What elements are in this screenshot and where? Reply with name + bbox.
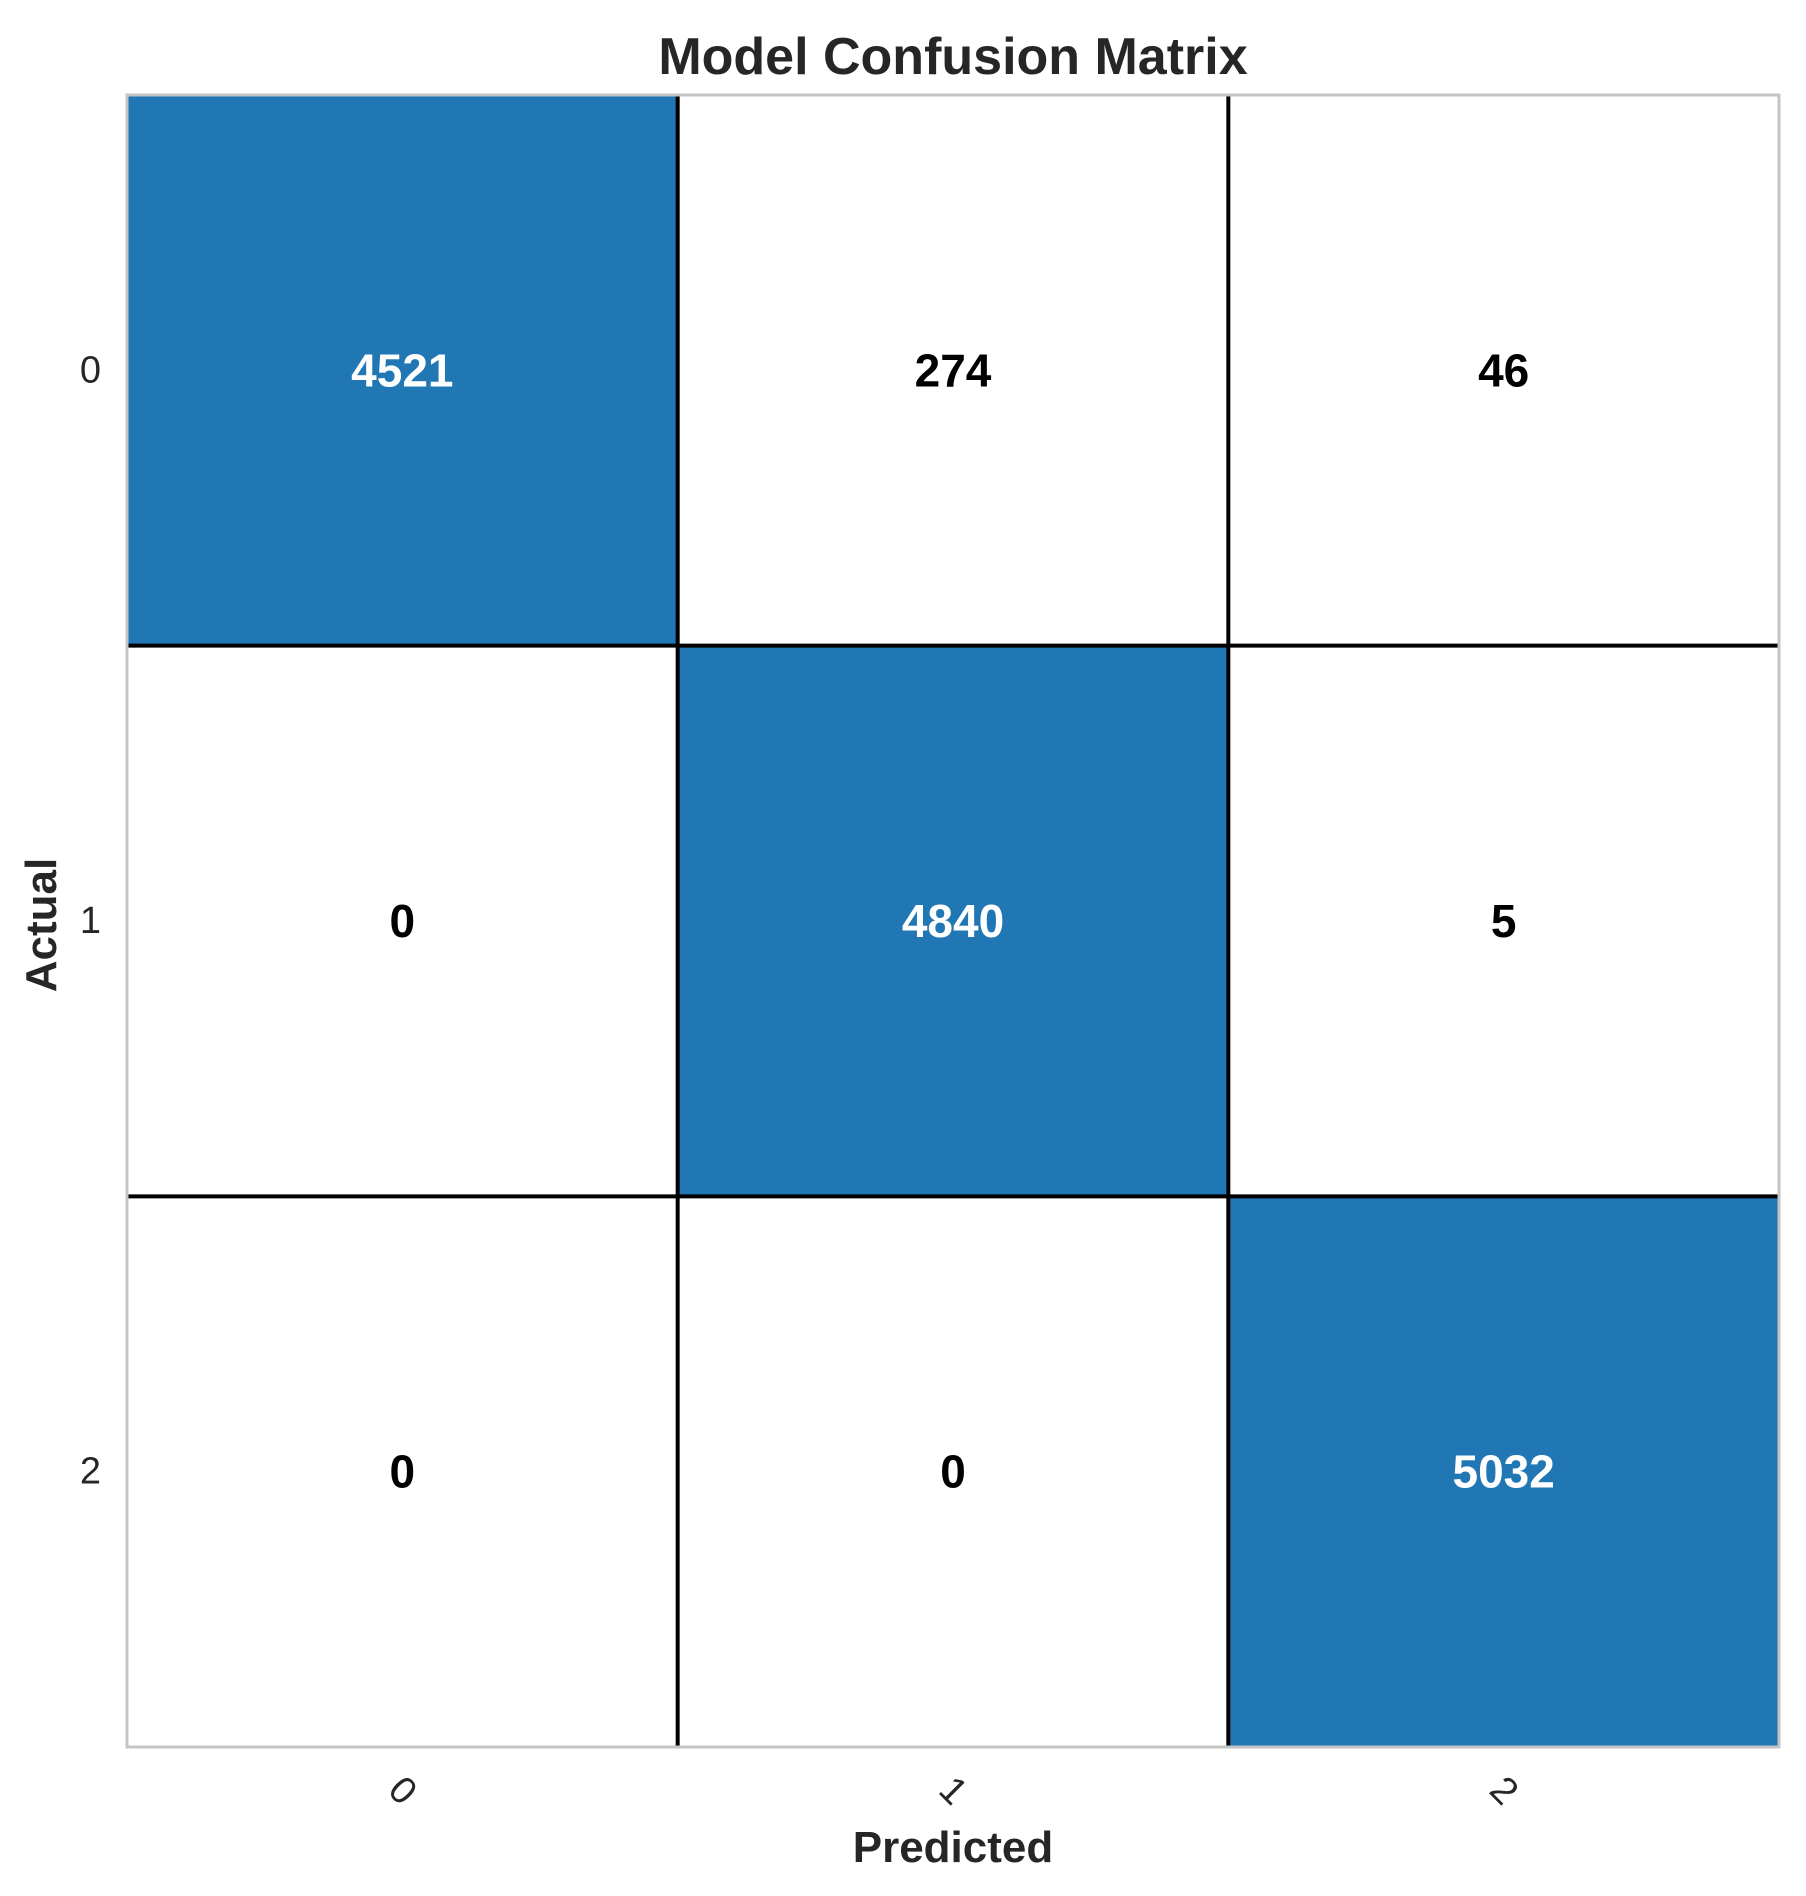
heatmap-cell-r1-c2 — [1228, 645, 1779, 1197]
heatmap-cell-r1-c0 — [127, 645, 678, 1197]
heatmap-cell-r2-c0 — [127, 1196, 678, 1747]
x-tick-label-2: 2 — [1481, 1769, 1526, 1814]
y-tick-label-1: 1 — [80, 900, 101, 942]
cell-value-label-r0-c0: 4521 — [351, 344, 453, 396]
cell-value-label-r1-c0: 0 — [390, 895, 416, 947]
cell-borders — [127, 95, 1779, 1747]
x-tick-label-1: 1 — [931, 1769, 976, 1814]
cell-value-label-r2-c0: 0 — [390, 1446, 416, 1498]
y-tick-label-2: 2 — [80, 1451, 101, 1493]
heatmap-cells — [127, 95, 1779, 1747]
heatmap-cell-r2-c1 — [677, 1196, 1229, 1747]
heatmap-cell-r1-c1 — [677, 645, 1229, 1197]
cell-value-labels: 4521 274 46 0 4840 5 0 0 5032 — [351, 344, 1555, 1497]
heatmap-cell-r0-c1 — [677, 95, 1229, 646]
chart-title: Model Confusion Matrix — [658, 28, 1247, 86]
y-axis-label: Actual — [17, 858, 66, 992]
y-tick-label-0: 0 — [80, 349, 101, 391]
cell-value-label-r0-c1: 274 — [915, 344, 992, 396]
plot-frame — [125, 93, 1781, 1749]
cell-value-label-r1-c2: 5 — [1491, 895, 1517, 947]
cell-value-label-r1-c1: 4840 — [902, 895, 1004, 947]
cell-value-label-r2-c2: 5032 — [1452, 1446, 1554, 1498]
heatmap-cell-r0-c2 — [1228, 95, 1779, 646]
cell-value-label-r2-c1: 0 — [940, 1446, 966, 1498]
cell-value-label-r0-c2: 46 — [1478, 344, 1529, 396]
heatmap-cell-r2-c2 — [1228, 1196, 1779, 1747]
x-tick-label-0: 0 — [380, 1769, 425, 1814]
heatmap-cell-r0-c0 — [127, 95, 678, 646]
y-tick-labels: 0 1 2 — [80, 349, 101, 1492]
x-axis-label: Predicted — [853, 1823, 1054, 1872]
x-tick-labels: 0 1 2 — [380, 1769, 1526, 1814]
